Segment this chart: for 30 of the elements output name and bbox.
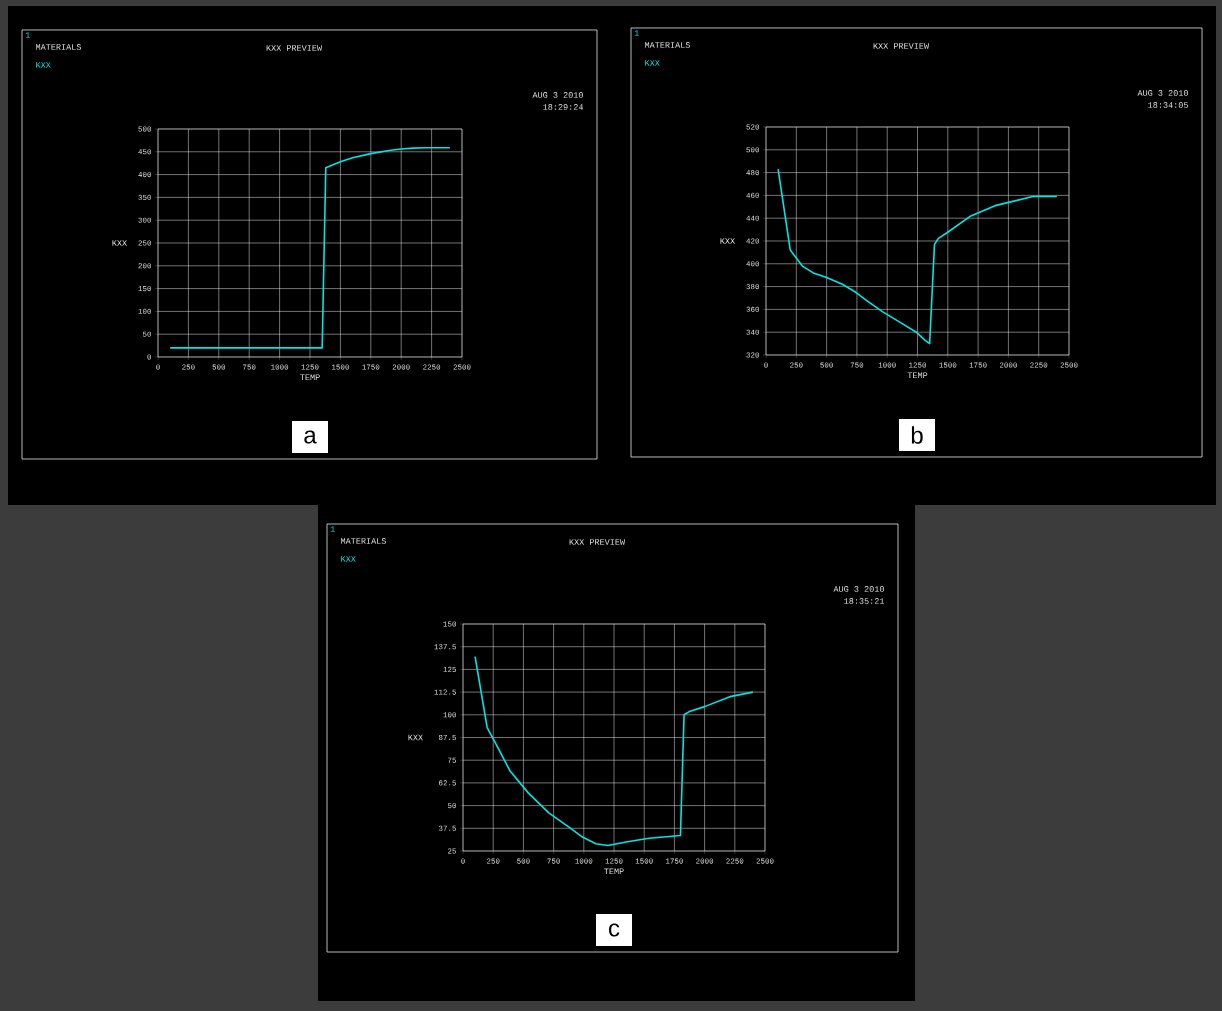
text: 18:34:05: [1148, 102, 1188, 108]
text: 1: [634, 30, 639, 36]
text: KXX: [645, 60, 660, 66]
text: c: [609, 923, 620, 937]
x-axis-title: TEMP: [604, 868, 624, 875]
text: MATERIALS: [645, 42, 691, 48]
chart-title: KXX PREVIEW: [569, 539, 626, 545]
text: MATERIALS: [36, 44, 82, 50]
text: AUG 3 2010: [1137, 90, 1188, 96]
y-axis-title: KXX: [408, 734, 423, 741]
text: KXX: [341, 556, 356, 562]
chart-title: KXX PREVIEW: [266, 45, 323, 51]
line-series: [474, 655, 754, 847]
y-axis-title: KXX: [112, 240, 127, 246]
chart-title: KXX PREVIEW: [873, 43, 930, 49]
line-series: [777, 168, 1058, 345]
text: AUG 3 2010: [833, 586, 884, 592]
text: 18:35:21: [844, 598, 885, 604]
text: AUG 3 2010: [532, 92, 583, 98]
text: b: [911, 426, 923, 444]
text: 1: [25, 32, 30, 38]
line-series: [169, 146, 451, 349]
text: a: [304, 430, 317, 444]
y-axis-title: KXX: [720, 238, 735, 244]
x-axis-title: TEMP: [907, 372, 928, 379]
text: KXX: [36, 62, 51, 68]
text: MATERIALS: [341, 538, 387, 544]
text: 1: [330, 526, 335, 532]
x-axis-title: TEMP: [300, 374, 320, 381]
text: 18:29:24: [543, 104, 584, 110]
